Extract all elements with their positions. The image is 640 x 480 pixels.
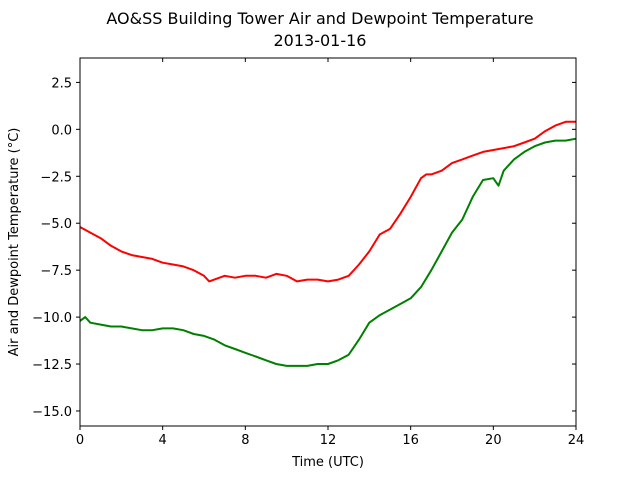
y-axis-ticks: 2.5 0.0 −2.5 −5.0 −7.5 −10.0 −12.5 −15.0	[32, 76, 576, 420]
x-tick-label: 20	[485, 433, 502, 448]
y-tick-label: −5.0	[40, 217, 72, 232]
y-axis-label: Air and Dewpoint Temperature (°C)	[7, 128, 22, 357]
series-layer	[79, 120, 577, 367]
series-line-2	[79, 137, 577, 367]
y-tick-label: −10.0	[32, 311, 72, 326]
y-tick-label: −2.5	[40, 170, 72, 185]
x-axis-label: Time (UTC)	[291, 455, 364, 470]
series-line-1	[79, 120, 576, 283]
x-tick-label: 8	[241, 433, 249, 448]
chart-title: AO&SS Building Tower Air and Dewpoint Te…	[106, 9, 533, 28]
y-tick-label: −12.5	[32, 358, 72, 373]
chart-subtitle: 2013-01-16	[274, 31, 367, 50]
x-tick-label: 0	[76, 433, 84, 448]
x-tick-label: 24	[568, 433, 585, 448]
y-tick-label: −15.0	[32, 405, 72, 420]
plot-area: 0 4 8 12 16 20 24 2.5 0.0 −2.5 −5.0 −7.5 −10.0 −12.5…	[32, 57, 584, 448]
x-tick-label: 12	[320, 433, 337, 448]
x-tick-label: 16	[402, 433, 419, 448]
x-axis-ticks: 0 4 8 12 16 20 24	[76, 58, 584, 448]
y-tick-label: −7.5	[40, 264, 72, 279]
y-tick-label: 0.0	[51, 123, 72, 138]
y-tick-label: 2.5	[51, 76, 72, 91]
x-tick-label: 4	[159, 433, 167, 448]
